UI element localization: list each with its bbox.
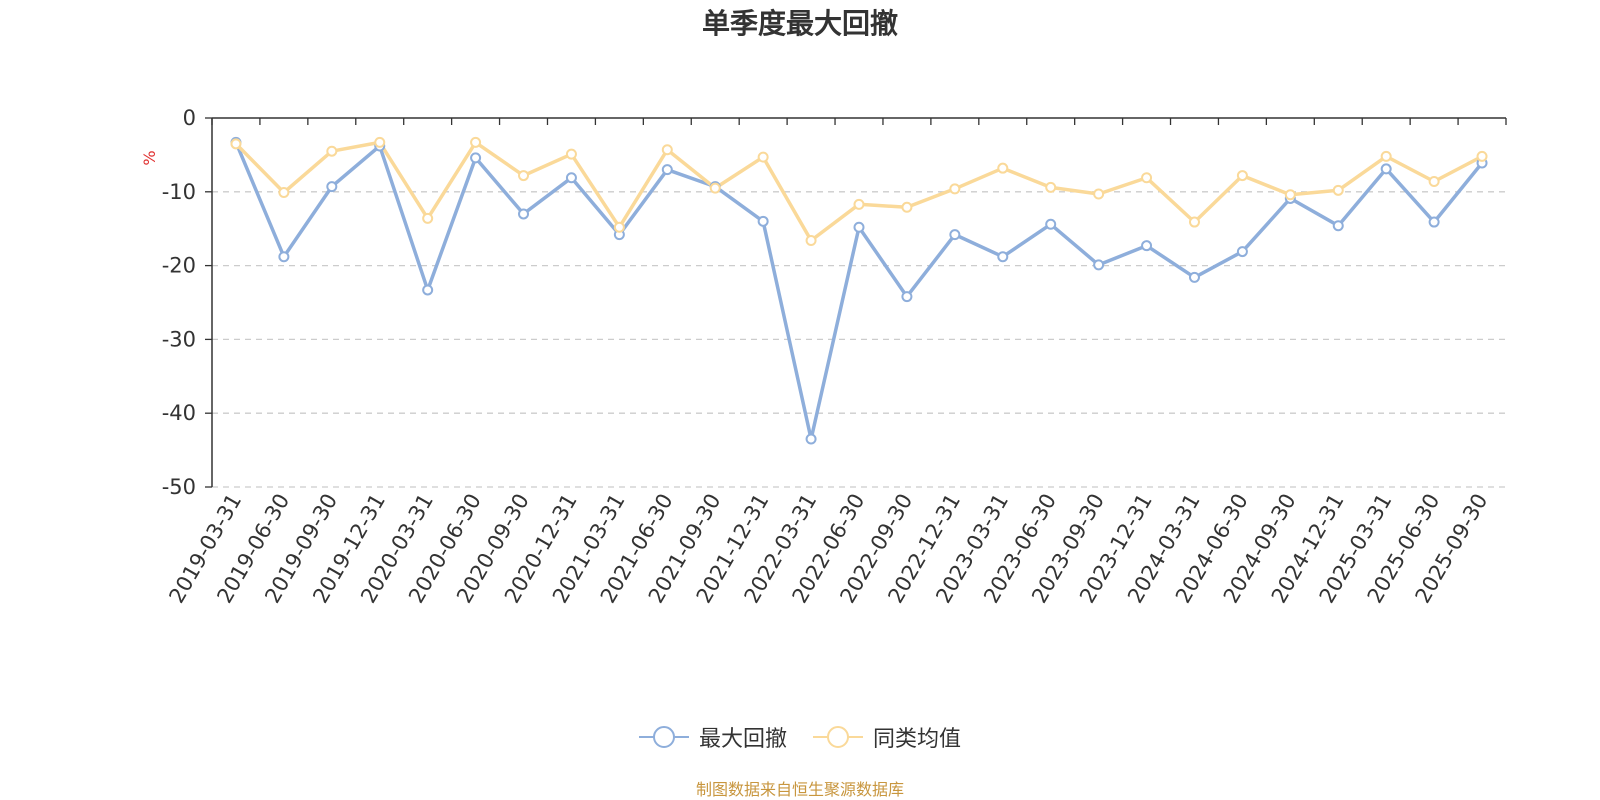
data-point-0 — [949, 229, 961, 241]
data-point-0 — [1332, 220, 1344, 232]
axes — [205, 117, 1507, 488]
y-tick-label: 0 — [183, 106, 196, 130]
legend-item-drawdown[interactable]: 最大回撤 — [638, 721, 787, 753]
y-tick-label: -40 — [162, 401, 196, 425]
data-point-0 — [1236, 246, 1248, 258]
data-point-1 — [997, 162, 1009, 174]
data-point-1 — [901, 201, 913, 213]
y-axis-label: % — [140, 150, 159, 165]
legend-peer-average-label: 同类均值 — [873, 727, 962, 752]
legend-peer-average-icon — [813, 726, 863, 748]
data-point-1 — [470, 136, 482, 148]
data-point-0 — [1380, 163, 1392, 175]
data-point-1 — [805, 235, 817, 247]
data-point-1 — [374, 136, 386, 148]
data-point-0 — [1428, 216, 1440, 228]
legend-drawdown-icon — [638, 726, 689, 748]
data-point-1 — [757, 151, 769, 163]
data-point-0 — [278, 251, 290, 263]
data-point-1 — [1428, 175, 1440, 187]
data-point-1 — [1476, 150, 1488, 162]
data-point-1 — [1045, 181, 1057, 193]
legend-item-peer-average[interactable]: 同类均值 — [813, 721, 961, 753]
data-points — [230, 136, 1488, 445]
data-point-1 — [422, 212, 434, 224]
data-point-0 — [1188, 271, 1200, 283]
data-point-0 — [997, 251, 1009, 263]
data-point-1 — [1236, 170, 1248, 182]
data-point-1 — [613, 221, 625, 233]
data-point-1 — [565, 148, 577, 160]
data-point-1 — [278, 187, 290, 199]
data-point-0 — [422, 284, 434, 296]
tick-labels: 0-10-20-30-40-502019-03-312019-06-302019… — [162, 106, 1493, 607]
data-point-1 — [1380, 150, 1392, 162]
legend: 最大回撤 同类均值 — [0, 722, 1600, 752]
data-point-1 — [1093, 188, 1105, 200]
chart-title: 单季度最大回撤 — [701, 7, 898, 40]
data-point-1 — [1284, 189, 1296, 201]
legend-drawdown-label: 最大回撤 — [698, 727, 787, 752]
data-point-0 — [1141, 240, 1153, 252]
data-point-1 — [949, 183, 961, 195]
data-point-0 — [805, 433, 817, 445]
data-point-1 — [661, 144, 673, 156]
data-source-note: 制图数据来自恒生聚源数据库 — [695, 780, 904, 799]
data-point-1 — [1141, 172, 1153, 184]
data-point-0 — [1093, 259, 1105, 271]
data-point-1 — [518, 170, 530, 182]
grid-lines — [212, 191, 1506, 488]
data-point-0 — [470, 152, 482, 164]
data-point-1 — [1332, 184, 1344, 196]
data-point-0 — [661, 164, 673, 176]
data-point-0 — [757, 215, 769, 227]
data-point-1 — [709, 182, 721, 194]
data-point-1 — [853, 198, 865, 210]
data-point-0 — [518, 208, 530, 220]
y-tick-label: -30 — [162, 327, 196, 351]
data-point-1 — [326, 145, 338, 157]
y-tick-label: -50 — [162, 475, 196, 499]
data-point-0 — [326, 181, 338, 193]
y-tick-label: -10 — [162, 180, 196, 204]
data-point-0 — [853, 221, 865, 233]
data-point-1 — [1188, 216, 1200, 228]
data-point-0 — [901, 291, 913, 303]
data-point-1 — [230, 138, 242, 150]
data-point-0 — [1045, 218, 1057, 230]
data-point-0 — [565, 172, 577, 184]
y-tick-label: -20 — [162, 254, 196, 278]
